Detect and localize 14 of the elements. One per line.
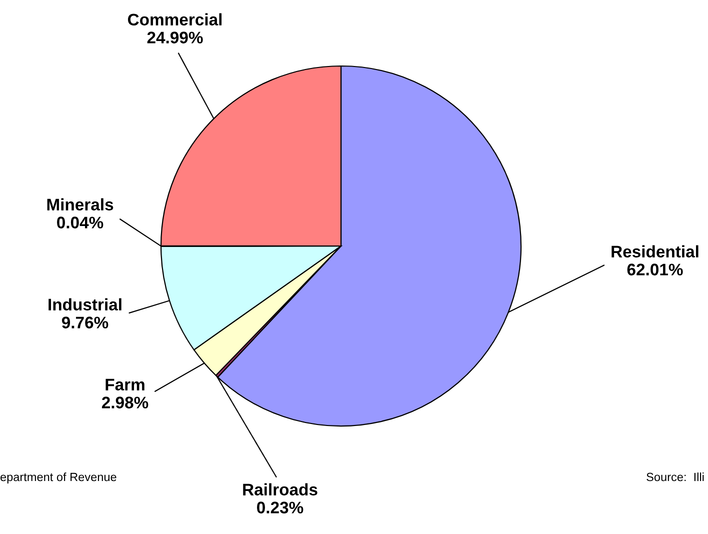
data-label: 62.01% [627, 264, 683, 276]
slice-label: Farm [106, 378, 144, 390]
slice-label: Industrial [48, 298, 122, 310]
slice-label: Railroads [243, 483, 318, 496]
slice-label: Commercial [128, 13, 222, 26]
source-note: Source: Illi [646, 472, 704, 482]
slice-label: Minerals [47, 198, 114, 210]
data-label: 9.76% [62, 316, 108, 328]
text: epartment of Revenue [0, 472, 116, 484]
data-label: 2.98% [102, 396, 148, 408]
data-label: 0.23% [257, 502, 304, 514]
slice-label: Residential [612, 245, 698, 258]
data-label: 24.99% [147, 32, 203, 44]
data-label: 0.04% [57, 216, 104, 228]
